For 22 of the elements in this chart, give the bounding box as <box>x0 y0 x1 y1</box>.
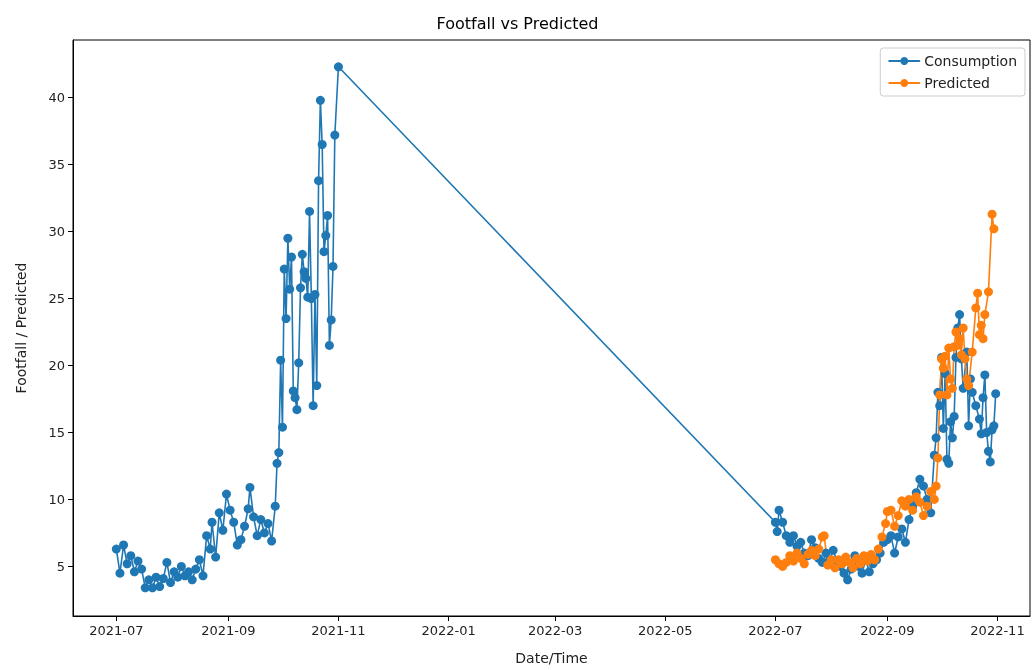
x-tick-label: 2022-05 <box>638 623 693 638</box>
y-tick-label: 15 <box>48 424 65 440</box>
y-tick-label: 20 <box>48 358 65 374</box>
x-tick-label: 2022-09 <box>860 623 915 638</box>
x-tick-label: 2022-03 <box>527 623 583 638</box>
x-tick-label: 2022-07 <box>748 623 803 638</box>
x-tick-label: 2021-07 <box>89 623 144 638</box>
y-tick-label: 5 <box>56 558 65 574</box>
y-tick-label: 10 <box>48 491 65 507</box>
x-axis-title: Date/Time <box>515 650 588 666</box>
y-tick-label: 40 <box>48 90 65 106</box>
y-tick-label: 35 <box>48 157 65 173</box>
x-tick-label: 2022-11 <box>970 623 1025 638</box>
legend-label: Consumption <box>924 53 1018 69</box>
y-tick-label: 25 <box>48 291 65 307</box>
x-tick-label: 2021-11 <box>311 623 366 638</box>
y-axis-title: Footfall / Predicted <box>13 262 29 394</box>
y-tick-label: 30 <box>48 224 65 240</box>
chart-title: Footfall vs Predicted <box>436 13 599 33</box>
x-tick-label: 2022-01 <box>421 623 476 638</box>
legend-label: Predicted <box>924 75 991 91</box>
x-tick-label: 2021-09 <box>201 623 256 638</box>
